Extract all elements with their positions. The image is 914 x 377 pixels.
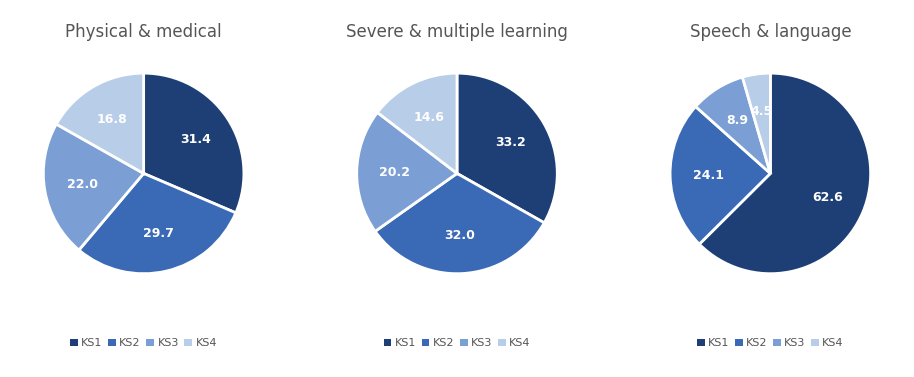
Wedge shape <box>356 112 457 231</box>
Text: 14.6: 14.6 <box>414 111 445 124</box>
Wedge shape <box>143 73 244 213</box>
Text: 29.7: 29.7 <box>143 227 174 241</box>
Text: 31.4: 31.4 <box>180 133 211 146</box>
Wedge shape <box>699 73 871 274</box>
Text: 22.0: 22.0 <box>67 178 98 191</box>
Text: 62.6: 62.6 <box>813 191 843 204</box>
Text: 20.2: 20.2 <box>379 166 410 179</box>
Wedge shape <box>375 173 544 274</box>
Wedge shape <box>670 107 771 244</box>
Text: 33.2: 33.2 <box>495 136 526 149</box>
Legend: KS1, KS2, KS3, KS4: KS1, KS2, KS3, KS4 <box>70 339 217 348</box>
Wedge shape <box>57 73 143 173</box>
Title: Severe & multiple learning: Severe & multiple learning <box>346 23 568 41</box>
Legend: KS1, KS2, KS3, KS4: KS1, KS2, KS3, KS4 <box>697 339 844 348</box>
Wedge shape <box>742 73 771 173</box>
Title: Physical & medical: Physical & medical <box>65 23 222 41</box>
Title: Speech & language: Speech & language <box>689 23 851 41</box>
Text: 24.1: 24.1 <box>693 169 724 182</box>
Wedge shape <box>377 73 457 173</box>
Text: 8.9: 8.9 <box>727 114 749 127</box>
Text: 4.5: 4.5 <box>750 105 772 118</box>
Wedge shape <box>79 173 236 274</box>
Legend: KS1, KS2, KS3, KS4: KS1, KS2, KS3, KS4 <box>384 339 530 348</box>
Wedge shape <box>457 73 558 223</box>
Text: 32.0: 32.0 <box>445 229 475 242</box>
Wedge shape <box>696 77 771 173</box>
Text: 16.8: 16.8 <box>97 113 128 126</box>
Wedge shape <box>43 124 143 250</box>
